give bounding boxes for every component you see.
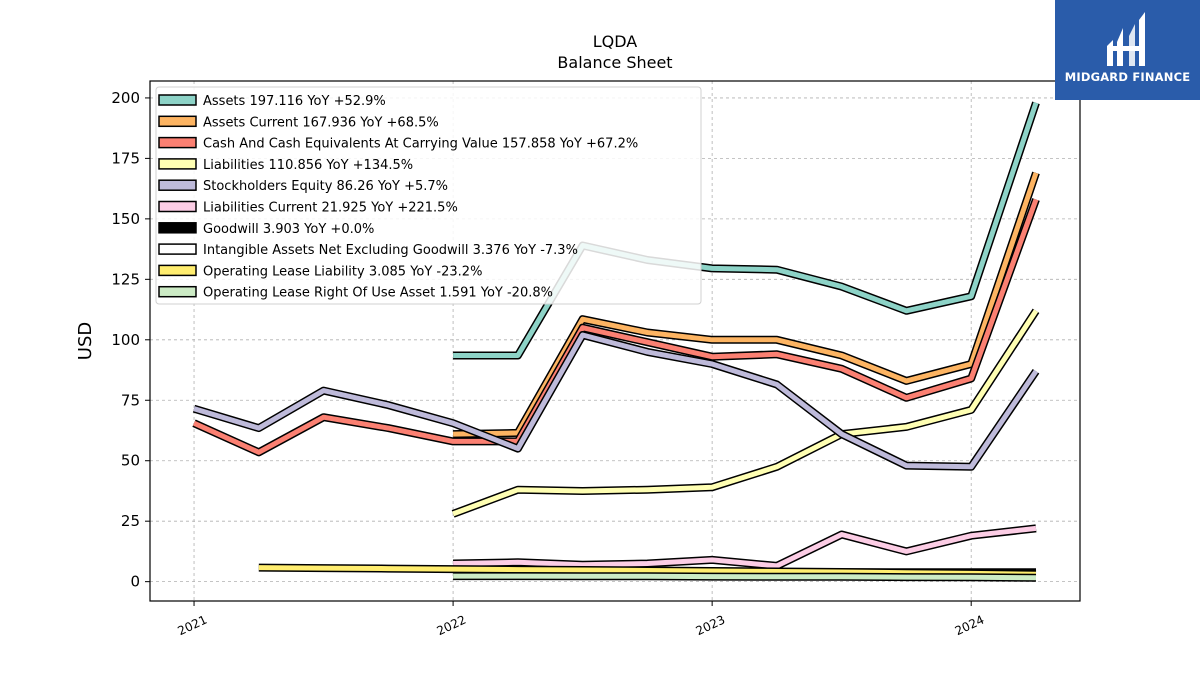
series-line <box>192 198 1039 455</box>
x-tick-label: 2021 <box>176 613 210 639</box>
series-5 <box>192 331 1040 471</box>
legend-item: Goodwill 3.903 YoY +0.0% <box>158 222 374 237</box>
y-tick-label: 100 <box>111 331 140 349</box>
legend-item: Operating Lease Right Of Use Asset 1.591… <box>158 285 553 301</box>
brand-name: MIDGARD FINANCE <box>1064 70 1191 84</box>
legend-swatch <box>158 179 197 191</box>
brand-logo: MIDGARD FINANCE <box>1055 0 1200 100</box>
legend-swatch <box>158 94 197 106</box>
legend-label: Liabilities Current 21.925 YoY +221.5% <box>203 201 458 216</box>
y-axis-label: USD <box>75 322 96 360</box>
legend-label: Assets 197.116 YoY +52.9% <box>203 94 386 109</box>
legend-swatch <box>158 285 197 298</box>
legend-swatch <box>158 136 197 149</box>
logo-mark-icon <box>1055 0 1200 100</box>
series-3 <box>192 198 1040 457</box>
y-tick-label: 25 <box>121 512 140 530</box>
y-tick-label: 75 <box>121 391 140 409</box>
series-line <box>193 332 1039 470</box>
legend-swatch <box>158 243 197 255</box>
legend-item: Intangible Assets Net Excluding Goodwill… <box>158 243 578 258</box>
legend-item: Cash And Cash Equivalents At Carrying Va… <box>158 136 638 152</box>
legend-label: Assets Current 167.936 YoY +68.5% <box>203 115 439 130</box>
legend-label: Stockholders Equity 86.26 YoY +5.7% <box>203 179 448 194</box>
legend-label: Cash And Cash Equivalents At Carrying Va… <box>203 137 638 152</box>
y-tick-label: 175 <box>111 149 140 167</box>
plot-area-frame <box>149 80 1081 602</box>
legend-item: Stockholders Equity 86.26 YoY +5.7% <box>158 179 448 194</box>
x-tick-label: 2023 <box>694 613 728 639</box>
legend-item: Assets Current 167.936 YoY +68.5% <box>158 115 439 130</box>
chart-title: LQDA <box>593 32 638 51</box>
series-4 <box>451 308 1040 518</box>
legend-label: Operating Lease Liability 3.085 YoY -23.… <box>203 264 482 279</box>
y-tick-label: 200 <box>111 89 140 107</box>
legend-label: Intangible Assets Net Excluding Goodwill… <box>203 243 578 258</box>
series-line <box>453 573 1037 581</box>
x-tick-label: 2024 <box>953 613 987 639</box>
series-line <box>258 565 1037 577</box>
legend-item: Assets 197.116 YoY +52.9% <box>158 94 386 109</box>
x-tick-label: 2022 <box>435 613 469 639</box>
legend-item: Liabilities 110.856 YoY +134.5% <box>158 158 413 173</box>
series-line-outline <box>453 524 1037 570</box>
series-lines <box>192 101 1040 582</box>
series-9 <box>258 563 1037 579</box>
series-6 <box>453 524 1037 570</box>
legend-label: Liabilities 110.856 YoY +134.5% <box>203 158 413 173</box>
legend-label: Goodwill 3.903 YoY +0.0% <box>203 222 374 237</box>
series-line <box>453 172 1039 437</box>
legend-swatch <box>158 222 197 234</box>
legend-item: Liabilities Current 21.925 YoY +221.5% <box>158 200 458 216</box>
chart-subtitle: Balance Sheet <box>557 53 672 72</box>
legend-label: Operating Lease Right Of Use Asset 1.591… <box>203 286 553 301</box>
series-2 <box>453 171 1040 439</box>
y-tick-label: 50 <box>121 452 140 470</box>
legend-swatch <box>158 200 197 213</box>
y-tick-label: 0 <box>130 573 140 591</box>
y-tick-label: 125 <box>111 270 140 288</box>
series-line <box>452 309 1039 517</box>
legend-swatch <box>158 158 197 170</box>
legend-frame <box>155 86 702 305</box>
series-line <box>453 525 1037 569</box>
legend-swatch <box>158 115 197 128</box>
legend: Assets 197.116 YoY +52.9% Assets Current … <box>155 86 702 305</box>
legend-swatch <box>158 264 197 277</box>
legend-item: Operating Lease Liability 3.085 YoY -23.… <box>158 264 482 279</box>
y-tick-label: 150 <box>111 210 140 228</box>
series-10 <box>453 572 1037 582</box>
